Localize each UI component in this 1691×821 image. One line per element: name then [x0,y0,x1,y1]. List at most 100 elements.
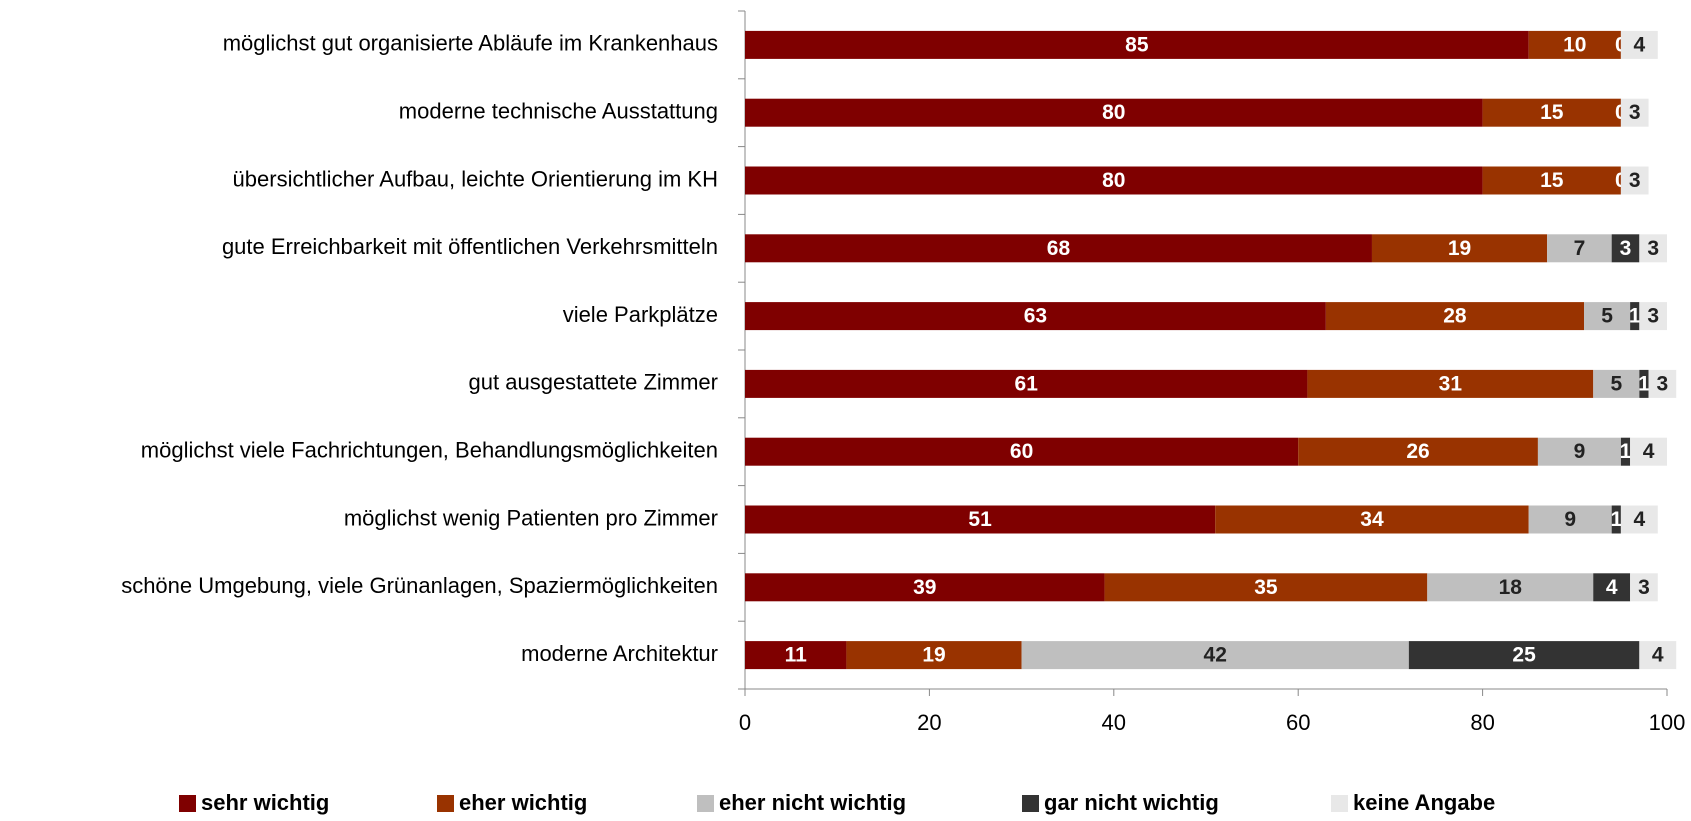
bar-segment [1630,302,1640,331]
bar-segment [1620,30,1658,59]
category-label: übersichtlicher Aufbau, leichte Orientie… [233,166,718,191]
bar-segment [1620,437,1631,466]
bar-segment [1611,505,1621,534]
bar-segment [745,30,1529,59]
legend-text: sehr wichtig [201,790,329,815]
bar-segment [745,234,1372,263]
segment-label: 39 [913,576,936,599]
legend-swatch [1331,795,1348,812]
bar-segment [745,166,1483,195]
category-label: moderne Architektur [521,641,718,666]
bar-segment [745,573,1105,602]
x-tick-label: 60 [1286,710,1310,735]
bar-segment [745,369,1308,398]
bar-segment [1528,30,1621,59]
bar-segment [1325,302,1585,331]
bar-segment [1537,437,1621,466]
segment-label: 5 [1601,305,1613,328]
segment-label: 3 [1657,372,1669,395]
x-tick-label: 80 [1470,710,1494,735]
bar-segment [1593,369,1640,398]
bar-segment [1630,573,1658,602]
category-label: möglichst viele Fachrichtungen, Behandlu… [141,438,718,463]
segment-label: 7 [1574,237,1586,260]
bar-segment [1648,369,1677,398]
legend-text: keine Angabe [1353,790,1495,815]
segment-label: 10 [1563,33,1586,56]
category-label: möglichst gut organisierte Abläufe im Kr… [223,31,718,56]
bar-segment [745,437,1299,466]
bar-segment [1547,234,1612,263]
legend-swatch [1022,795,1039,812]
bar-segment [1639,234,1667,263]
bar-segment [1639,641,1677,670]
segment-label: 4 [1633,33,1645,56]
bar-segment [846,641,1022,670]
segment-label: 85 [1125,33,1149,56]
x-tick-label: 100 [1649,710,1686,735]
bar-segment [1639,369,1649,398]
segment-label: 68 [1047,237,1071,260]
segment-label: 9 [1564,508,1576,531]
legend-text: eher wichtig [459,790,587,815]
segment-label: 28 [1443,305,1467,328]
bar-segment [1584,302,1631,331]
bar-segment [1620,98,1649,127]
segment-label: 4 [1652,644,1664,667]
segment-label: 1 [1638,372,1650,395]
segment-label: 4 [1633,508,1645,531]
segment-label: 61 [1015,372,1039,395]
legend-swatch [437,795,454,812]
bar-segment [1611,234,1640,263]
bar-segment [1408,641,1640,670]
bar-segment [745,505,1216,534]
bar-segment [1593,573,1631,602]
segment-label: 3 [1647,305,1659,328]
segment-label: 1 [1610,508,1622,531]
category-label: möglichst wenig Patienten pro Zimmer [344,505,718,530]
legend-text: gar nicht wichtig [1044,790,1219,815]
bar-segment [1482,166,1621,195]
bar-segment [1021,641,1409,670]
category-label: gut ausgestattete Zimmer [469,370,718,395]
segment-label: 9 [1574,440,1586,463]
segment-label: 1 [1629,305,1641,328]
segment-label: 60 [1010,440,1033,463]
x-tick-label: 0 [739,710,751,735]
segment-label: 3 [1620,237,1632,260]
bar-segment [1371,234,1548,263]
segment-label: 4 [1606,576,1618,599]
segment-label: 19 [922,644,945,667]
segment-label: 31 [1439,372,1463,395]
segment-label: 19 [1448,237,1471,260]
bar-segment [745,641,847,670]
x-tick-label: 40 [1102,710,1126,735]
bar-segment [1427,573,1594,602]
legend-swatch [179,795,196,812]
segment-label: 4 [1643,440,1655,463]
segment-label: 5 [1610,372,1622,395]
bar-segment [1298,437,1538,466]
segment-label: 63 [1024,305,1047,328]
segment-label: 80 [1102,169,1125,192]
category-label: viele Parkplätze [563,302,718,327]
segment-label: 51 [968,508,992,531]
category-label: moderne technische Ausstattung [399,99,718,124]
bar-segment [1104,573,1428,602]
segment-label: 15 [1540,101,1564,124]
bar-segment [1639,302,1667,331]
legend-swatch [697,795,714,812]
bar-segment [1215,505,1529,534]
segment-label: 1 [1620,440,1632,463]
segment-label: 34 [1360,508,1384,531]
segment-label: 3 [1629,169,1641,192]
segment-label: 3 [1629,101,1641,124]
segment-label: 3 [1647,237,1659,260]
segment-label: 26 [1406,440,1429,463]
bar-segment [1630,437,1667,466]
segment-label: 42 [1204,644,1227,667]
segment-label: 35 [1254,576,1278,599]
segment-label: 25 [1512,644,1536,667]
bar-segment [1528,505,1612,534]
